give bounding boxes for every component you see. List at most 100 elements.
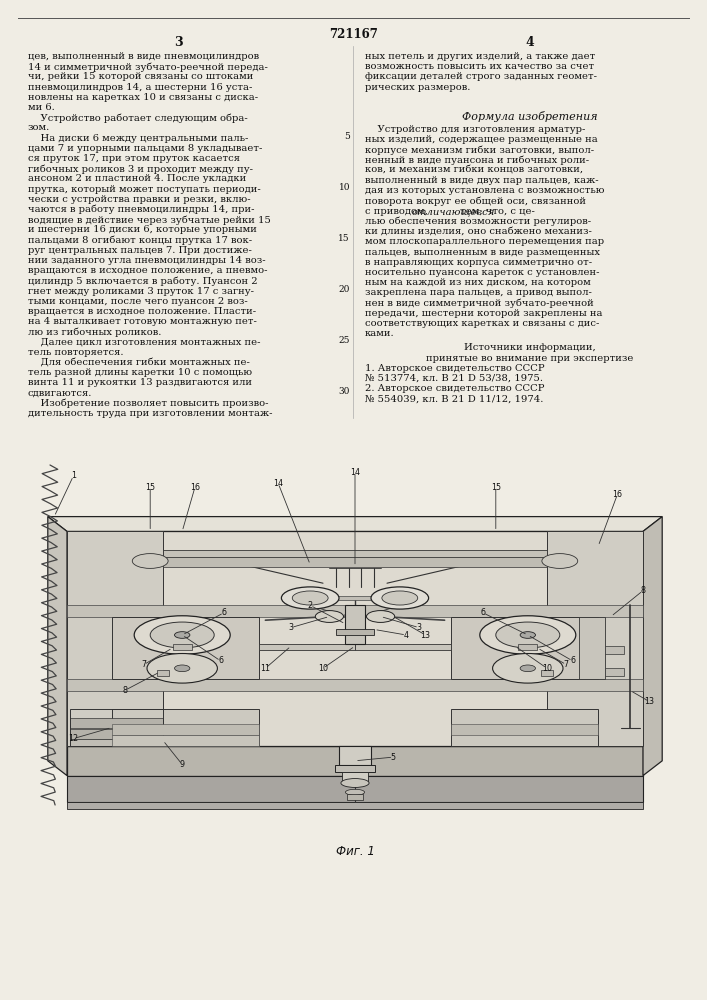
Text: № 554039, кл. В 21 D 11/12, 1974.: № 554039, кл. В 21 D 11/12, 1974. bbox=[365, 394, 544, 403]
Ellipse shape bbox=[520, 665, 535, 672]
Polygon shape bbox=[112, 709, 259, 746]
Text: гнет между роликами 3 пруток 17 с загну-: гнет между роликами 3 пруток 17 с загну- bbox=[28, 287, 254, 296]
Text: возможность повысить их качество за счет: возможность повысить их качество за счет bbox=[365, 62, 594, 71]
Text: Устройство работает следующим обра-: Устройство работает следующим обра- bbox=[28, 113, 247, 123]
Ellipse shape bbox=[341, 779, 369, 787]
Text: фиксации деталей строго заданных геомет-: фиксации деталей строго заданных геомет- bbox=[365, 72, 597, 81]
Polygon shape bbox=[604, 668, 624, 676]
Text: 15: 15 bbox=[339, 234, 350, 243]
Text: цилиндр 5 включается в работу. Пуансон 2: цилиндр 5 включается в работу. Пуансон 2 bbox=[28, 276, 257, 286]
Text: 3: 3 bbox=[174, 36, 182, 49]
Text: прутка, который может поступать периоди-: прутка, который может поступать периоди- bbox=[28, 185, 261, 194]
Ellipse shape bbox=[132, 554, 168, 568]
Text: новлены на каретках 10 и связаны с диска-: новлены на каретках 10 и связаны с диска… bbox=[28, 93, 258, 102]
Ellipse shape bbox=[371, 587, 428, 609]
Text: носительно пуансона кареток с установлен-: носительно пуансона кареток с установлен… bbox=[365, 268, 600, 277]
Polygon shape bbox=[70, 729, 163, 739]
Ellipse shape bbox=[147, 654, 217, 683]
Text: соответствующих каретках и связаны с дис-: соответствующих каретках и связаны с дис… bbox=[365, 319, 600, 328]
Polygon shape bbox=[355, 644, 451, 650]
Text: 4: 4 bbox=[525, 36, 534, 49]
Text: 10: 10 bbox=[542, 664, 552, 673]
Text: ками.: ками. bbox=[365, 329, 395, 338]
Text: 5: 5 bbox=[344, 132, 350, 141]
Text: лю из гибочных роликов.: лю из гибочных роликов. bbox=[28, 327, 161, 337]
Text: 16: 16 bbox=[612, 490, 622, 499]
Polygon shape bbox=[518, 644, 537, 650]
Text: ных изделий, содержащее размещенные на: ных изделий, содержащее размещенные на bbox=[365, 135, 597, 144]
Ellipse shape bbox=[175, 665, 190, 672]
Text: 7: 7 bbox=[141, 660, 146, 669]
Text: цами 7 и упорными пальцами 8 укладывает-: цами 7 и упорными пальцами 8 укладывает- bbox=[28, 144, 262, 153]
Text: 8: 8 bbox=[122, 686, 127, 695]
Ellipse shape bbox=[493, 654, 563, 683]
Text: Устройство для изготовления арматур-: Устройство для изготовления арматур- bbox=[365, 125, 585, 134]
Text: Фиг. 1: Фиг. 1 bbox=[336, 845, 375, 858]
Text: тель повторяется.: тель повторяется. bbox=[28, 348, 124, 357]
Text: б: б bbox=[221, 608, 226, 617]
Text: нии заданного угла пневмоцилиндры 14 воз-: нии заданного угла пневмоцилиндры 14 воз… bbox=[28, 256, 266, 265]
Text: цев, выполненный в виде пневмоцилиндров: цев, выполненный в виде пневмоцилиндров bbox=[28, 52, 259, 61]
Text: 1. Авторское свидетельство СССР: 1. Авторское свидетельство СССР bbox=[365, 364, 544, 373]
Ellipse shape bbox=[520, 632, 535, 638]
Polygon shape bbox=[310, 596, 399, 600]
Polygon shape bbox=[339, 746, 371, 764]
Text: пальцев, выполненным в виде размещенных: пальцев, выполненным в виде размещенных bbox=[365, 248, 600, 257]
Text: 30: 30 bbox=[339, 387, 350, 396]
Text: 25: 25 bbox=[339, 336, 350, 345]
Polygon shape bbox=[163, 550, 547, 557]
Polygon shape bbox=[347, 794, 363, 800]
Text: 11: 11 bbox=[260, 664, 270, 673]
Text: ся пруток 17, при этом пруток касается: ся пруток 17, при этом пруток касается bbox=[28, 154, 240, 163]
Text: ми 6.: ми 6. bbox=[28, 103, 54, 112]
Text: 3: 3 bbox=[416, 623, 421, 632]
Polygon shape bbox=[156, 670, 170, 676]
Text: 8: 8 bbox=[641, 586, 645, 595]
Polygon shape bbox=[70, 718, 163, 728]
Text: 2. Авторское свидетельство СССР: 2. Авторское свидетельство СССР bbox=[365, 384, 544, 393]
Text: поворота вокруг ее общей оси, связанной: поворота вокруг ее общей оси, связанной bbox=[365, 197, 586, 206]
Text: мом плоскопараллельного перемещения пар: мом плоскопараллельного перемещения пар bbox=[365, 237, 604, 246]
Text: чески с устройства правки и резки, вклю-: чески с устройства правки и резки, вклю- bbox=[28, 195, 250, 204]
Ellipse shape bbox=[134, 616, 230, 654]
Text: 15: 15 bbox=[145, 483, 156, 491]
Text: 9: 9 bbox=[180, 760, 185, 769]
Text: 13: 13 bbox=[421, 631, 431, 640]
Polygon shape bbox=[342, 772, 368, 783]
Polygon shape bbox=[334, 764, 375, 772]
Text: дая из которых установлена с возможностью: дая из которых установлена с возможность… bbox=[365, 186, 604, 195]
Polygon shape bbox=[112, 616, 259, 679]
Polygon shape bbox=[67, 605, 643, 616]
Text: выполненный в виде двух пар пальцев, каж-: выполненный в виде двух пар пальцев, каж… bbox=[365, 176, 599, 185]
Polygon shape bbox=[541, 670, 554, 676]
Text: 10: 10 bbox=[318, 664, 328, 673]
Text: закреплена пара пальцев, а привод выпол-: закреплена пара пальцев, а привод выпол- bbox=[365, 288, 592, 297]
Polygon shape bbox=[346, 605, 365, 644]
Text: 10: 10 bbox=[339, 183, 350, 192]
Ellipse shape bbox=[292, 591, 328, 605]
Polygon shape bbox=[67, 802, 643, 809]
Polygon shape bbox=[604, 646, 624, 654]
Text: 12: 12 bbox=[69, 734, 78, 743]
Text: 13: 13 bbox=[644, 697, 655, 706]
Text: тем, что, с це-: тем, что, с це- bbox=[457, 207, 535, 216]
Text: Для обеспечения гибки монтажных пе-: Для обеспечения гибки монтажных пе- bbox=[28, 358, 250, 367]
Polygon shape bbox=[112, 735, 259, 746]
Text: 14: 14 bbox=[350, 468, 360, 477]
Text: 721167: 721167 bbox=[329, 28, 378, 41]
Text: 6: 6 bbox=[570, 656, 575, 665]
Text: пальцами 8 огибают концы прутка 17 вок-: пальцами 8 огибают концы прутка 17 вок- bbox=[28, 236, 252, 245]
Text: 1: 1 bbox=[71, 471, 76, 480]
Text: на 4 выталкивает готовую монтажную пет-: на 4 выталкивает готовую монтажную пет- bbox=[28, 317, 257, 326]
Polygon shape bbox=[48, 517, 662, 531]
Text: 3: 3 bbox=[288, 623, 293, 632]
Text: и шестерни 16 диски 6, которые упорными: и шестерни 16 диски 6, которые упорными bbox=[28, 225, 257, 234]
Text: руг центральных пальцев 7. При достиже-: руг центральных пальцев 7. При достиже- bbox=[28, 246, 252, 255]
Text: пневмоцилиндров 14, а шестерни 16 уста-: пневмоцилиндров 14, а шестерни 16 уста- bbox=[28, 83, 252, 92]
Polygon shape bbox=[67, 531, 643, 746]
Polygon shape bbox=[643, 517, 662, 776]
Text: отличающееся: отличающееся bbox=[411, 207, 495, 216]
Polygon shape bbox=[579, 616, 604, 679]
Polygon shape bbox=[451, 709, 598, 746]
Text: чаются в работу пневмоцилиндры 14, при-: чаются в работу пневмоцилиндры 14, при- bbox=[28, 205, 255, 215]
